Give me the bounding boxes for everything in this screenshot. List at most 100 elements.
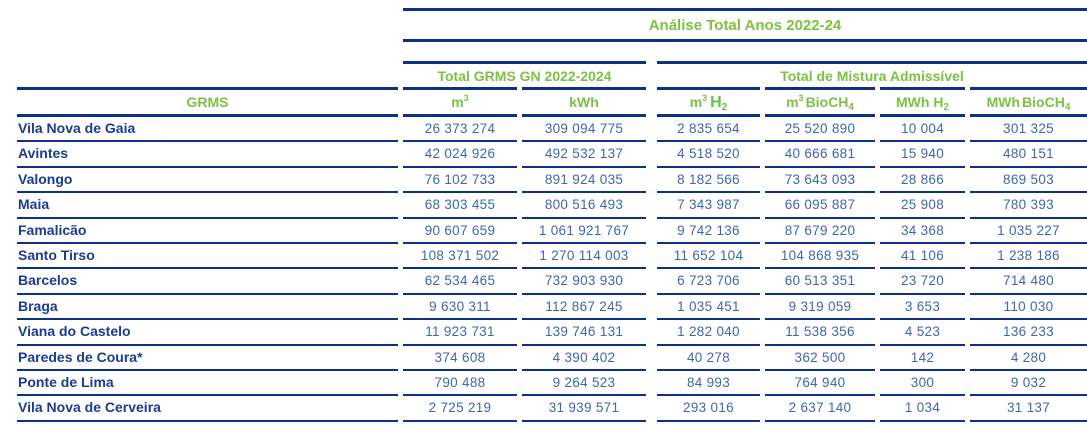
grms-name: Barcelos [17,269,398,295]
table-title: Análise Total Anos 2022-24 [403,8,1087,42]
value-mwh-h2: 34 368 [880,219,965,244]
value-mwh-h2: 300 [880,371,965,397]
value-mwh-bioch4: 301 325 [970,117,1087,143]
grms-name: Vila Nova de Cerveira [17,396,398,422]
group-header-row: Total GRMS GN 2022-2024 Total de Mistura… [403,61,1087,87]
column-header-grms: GRMS [17,87,398,117]
value-m3-bioch4: 9 319 059 [765,295,875,321]
table-row: Famalicão 90 607 659 1 061 921 767 9 742… [17,219,1087,244]
value-m3: 9 630 311 [403,295,517,321]
value-m3: 26 373 274 [403,117,517,143]
value-kwh: 4 390 402 [522,346,646,371]
table-row: Paredes de Coura* 374 608 4 390 402 40 2… [17,346,1087,371]
value-mwh-h2: 41 106 [880,244,965,270]
table-row: Braga 9 630 311 112 867 245 1 035 451 9 … [17,295,1087,321]
value-m3-h2: 9 742 136 [657,219,760,244]
column-header-mwh-h2: MWh H2 [880,87,965,117]
table-row: Vila Nova de Gaia 26 373 274 309 094 775… [17,117,1087,143]
value-kwh: 492 532 137 [522,142,646,168]
value-mwh-h2: 10 004 [880,117,965,143]
value-mwh-bioch4: 1 238 186 [970,244,1087,270]
unit-sup: 3 [798,93,804,103]
grms-name: Paredes de Coura* [17,346,398,371]
group-header-mistura-admissivel: Total de Mistura Admissível [657,61,1087,87]
value-m3-bioch4: 66 095 887 [765,193,875,219]
value-m3-bioch4: 25 520 890 [765,117,875,143]
column-header-m3-bioch4: m3 BioCH4 [765,87,875,117]
value-mwh-bioch4: 1 035 227 [970,219,1087,244]
unit-base: MWh [986,94,1021,110]
value-kwh: 309 094 775 [522,117,646,143]
table-row: Valongo 76 102 733 891 924 035 8 182 566… [17,168,1087,194]
value-m3-h2: 8 182 566 [657,168,760,194]
unit-base: m [786,94,799,110]
column-header-kwh-label: kWh [569,94,599,110]
unit-sub: 2 [721,102,728,113]
value-m3-bioch4: 362 500 [765,346,875,371]
value-kwh: 31 939 571 [522,396,646,422]
value-m3-h2: 2 835 654 [657,117,760,143]
table-row: Viana do Castelo 11 923 731 139 746 131 … [17,320,1087,346]
value-m3-bioch4: 40 666 681 [765,142,875,168]
value-m3: 62 534 465 [403,269,517,295]
unit-base: m [689,94,703,110]
value-mwh-bioch4: 9 032 [970,371,1087,397]
value-mwh-bioch4: 780 393 [970,193,1087,219]
value-m3: 108 371 502 [403,244,517,270]
value-kwh: 9 264 523 [522,371,646,397]
value-mwh-bioch4: 4 280 [970,346,1087,371]
value-m3-bioch4: 60 513 351 [765,269,875,295]
unit-sup: 3 [463,93,469,103]
grms-name: Famalicão [17,219,398,244]
value-m3: 42 024 926 [403,142,517,168]
column-header-m3: m3 [403,87,517,117]
value-mwh-h2: 1 034 [880,396,965,422]
unit-sub: 4 [1064,102,1071,113]
table-row: Barcelos 62 534 465 732 903 930 6 723 70… [17,269,1087,295]
value-kwh: 112 867 245 [522,295,646,321]
value-m3-h2: 7 343 987 [657,193,760,219]
value-m3-h2: 40 278 [657,346,760,371]
grms-name: Valongo [17,168,398,194]
column-header-grms-label: GRMS [186,94,229,110]
value-mwh-h2: 4 523 [880,320,965,346]
value-kwh: 1 270 114 003 [522,244,646,270]
value-m3: 374 608 [403,346,517,371]
value-m3-h2: 1 282 040 [657,320,760,346]
table-row: Avintes 42 024 926 492 532 137 4 518 520… [17,142,1087,168]
column-header-row: GRMS m3 kWh m3 H2 m3 BioCH4 MWh H2 MWh BioCH… [17,87,1087,117]
value-mwh-bioch4: 31 137 [970,396,1087,422]
value-mwh-bioch4: 869 503 [970,168,1087,194]
table-row: Santo Tirso 108 371 502 1 270 114 003 11… [17,244,1087,270]
grms-name: Avintes [17,142,398,168]
value-m3: 68 303 455 [403,193,517,219]
unit-main-label: H [710,94,722,111]
table-row: Maia 68 303 455 800 516 493 7 343 987 66… [17,193,1087,219]
value-m3-bioch4: 2 637 140 [765,396,875,422]
value-mwh-h2: 25 908 [880,193,965,219]
title-row: Análise Total Anos 2022-24 [403,8,1087,61]
unit-sup: 3 [702,93,708,103]
value-mwh-h2: 28 866 [880,168,965,194]
value-m3-h2: 6 723 706 [657,269,760,295]
column-header-kwh: kWh [522,87,646,117]
value-mwh-h2: 15 940 [880,142,965,168]
unit-main-label: BioCH [805,94,849,110]
value-m3-bioch4: 11 538 356 [765,320,875,346]
grms-name: Santo Tirso [17,244,398,270]
grms-name: Braga [17,295,398,321]
value-m3: 76 102 733 [403,168,517,194]
unit-base: MWh [895,94,930,110]
value-m3-bioch4: 104 868 935 [765,244,875,270]
unit-sub: 4 [848,102,854,113]
group-header-grms-gn: Total GRMS GN 2022-2024 [403,61,646,87]
value-m3-h2: 293 016 [657,396,760,422]
value-mwh-bioch4: 110 030 [970,295,1087,321]
value-kwh: 732 903 930 [522,269,646,295]
grms-name: Maia [17,193,398,219]
value-mwh-bioch4: 136 233 [970,320,1087,346]
grms-name: Viana do Castelo [17,320,398,346]
value-kwh: 1 061 921 767 [522,219,646,244]
value-m3-bioch4: 73 643 093 [765,168,875,194]
value-m3-bioch4: 764 940 [765,371,875,397]
